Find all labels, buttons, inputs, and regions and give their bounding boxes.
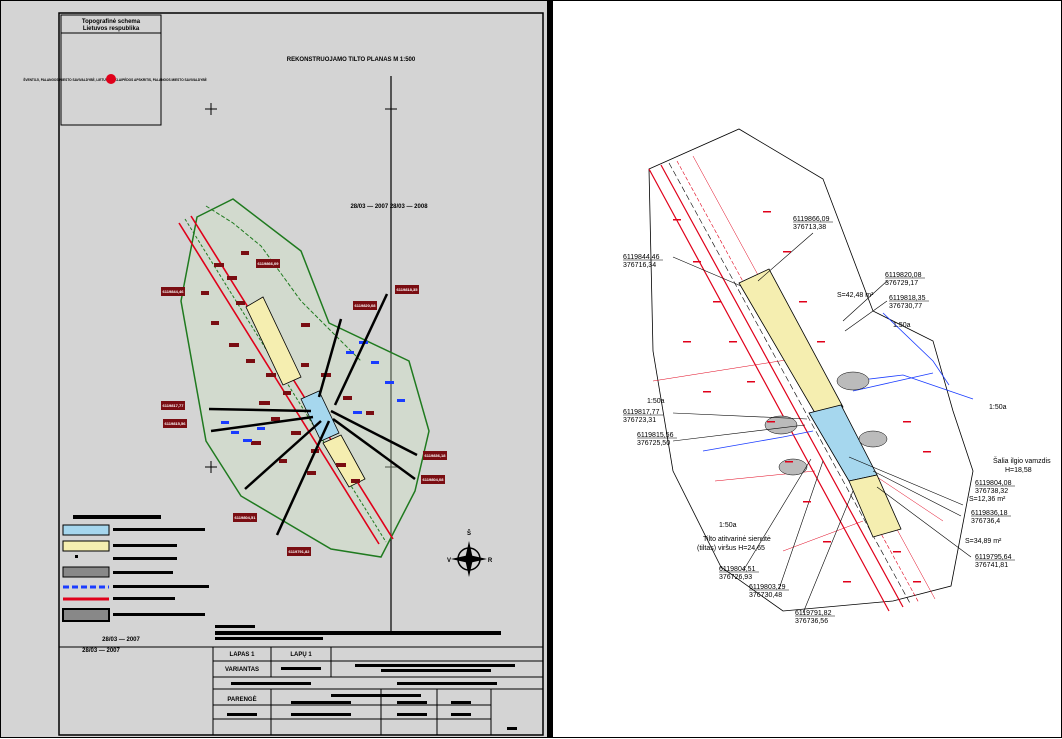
- small-area-label: S=12,36 m²: [969, 496, 1006, 503]
- coordinate-p9: 6119795,64 376741,81: [975, 554, 1015, 569]
- svg-text:6119815,56: 6119815,56: [637, 432, 674, 439]
- coordinate-p12: 6119791,82 376736,56: [795, 610, 835, 625]
- plan-label-6: 6119815,56: [165, 421, 187, 426]
- plan-label-1: 6119866,09: [258, 261, 280, 266]
- svg-text:6119844,46: 6119844,46: [623, 254, 660, 261]
- plan-label-3: 6119820,08: [355, 303, 377, 308]
- coordinate-p10: 6119804,51 376726,93: [719, 566, 759, 581]
- svg-text:6119836,18: 6119836,18: [971, 510, 1008, 517]
- compass-west: V: [447, 558, 451, 564]
- sheet-frame: [58, 12, 544, 736]
- svg-text:6119818,35: 6119818,35: [889, 295, 926, 302]
- north-arrow-icon: [451, 541, 487, 577]
- sheet-notes: [215, 625, 501, 640]
- bridge-deck-south: [848, 474, 902, 538]
- stage-label: VARIANTAS: [225, 667, 259, 673]
- compass-east: R: [488, 558, 493, 564]
- svg-text:376725,50: 376725,50: [637, 440, 670, 447]
- bridge-yellow-area: [245, 296, 302, 386]
- svg-text:6119791,82: 6119791,82: [795, 610, 832, 617]
- plan-label-10: 6119791,82: [289, 549, 311, 554]
- inset-title-1: Topografinė schema: [82, 19, 141, 25]
- channel-value: H=18,58: [1005, 467, 1032, 474]
- location-inset: Topografinė schema Lietuvos respublika Š…: [23, 14, 207, 126]
- svg-text:6119866,09: 6119866,09: [793, 216, 830, 223]
- date-line-1: 28/03 — 2007: [102, 637, 140, 643]
- left-sheet-svg: Topografinė schema Lietuvos respublika Š…: [23, 12, 544, 736]
- axis-label: 28/03 — 2007 28/03 — 2008: [350, 204, 428, 210]
- svg-text:6119795,64: 6119795,64: [975, 554, 1012, 561]
- svg-text:376716,34: 376716,34: [623, 262, 656, 269]
- designed-label: PARENGĖ: [227, 696, 256, 703]
- sheet-label: LAPAS 1: [230, 652, 256, 658]
- channel-title: Šalia ilgio vamzdis: [993, 456, 1051, 465]
- inset-title-2: Lietuvos respublika: [83, 26, 140, 32]
- svg-text:376738,32: 376738,32: [975, 488, 1008, 495]
- dimension-lines: [652, 356, 944, 552]
- title-block: [59, 646, 543, 735]
- svg-text:6119817,77: 6119817,77: [623, 409, 660, 416]
- plan-label-7: 6119836,18: [425, 453, 447, 458]
- svg-text:6119804,51: 6119804,51: [719, 566, 756, 573]
- dimension-label-1: 1:50a: [893, 322, 911, 329]
- road-edges: [648, 155, 936, 612]
- dimension-label-2: 1:50a: [647, 398, 665, 405]
- pipe-note-2: (tiltas) viršus H=24,65: [697, 545, 765, 552]
- right-sheet-svg: 6119866,09 376713,38 6119844,46 376716,3…: [623, 128, 1051, 625]
- svg-text:376736,56: 376736,56: [795, 618, 828, 625]
- sheets-label: LAPŲ 1: [290, 652, 312, 658]
- plan-label-5: 6119817,77: [163, 403, 185, 408]
- area-label: S=34,89 m²: [965, 538, 1002, 545]
- dimension-label-3: 1:50a: [989, 404, 1007, 411]
- survey-boundary: [648, 128, 974, 612]
- compass-north: Š: [467, 529, 471, 537]
- coordinate-p11: 6119803,29 376730,48: [749, 584, 789, 599]
- coordinate-p8: 6119836,18 376736,4: [971, 510, 1011, 525]
- right-drawing-sheet: 6119866,09 376713,38 6119844,46 376716,3…: [552, 0, 1062, 738]
- plan-label-4: 6119818,35: [397, 287, 419, 292]
- embankment-slopes: [764, 371, 888, 476]
- panel-divider: [548, 0, 552, 738]
- svg-text:6119803,29: 6119803,29: [749, 584, 786, 591]
- legend: [62, 515, 209, 622]
- svg-text:376726,93: 376726,93: [719, 574, 752, 581]
- svg-text:376723,31: 376723,31: [623, 417, 656, 424]
- plan-title: REKONSTRUOJAMO TILTO PLANAS M 1:500: [287, 57, 416, 63]
- svg-text:376730,48: 376730,48: [749, 592, 782, 599]
- coordinate-p1: 6119866,09 376713,38: [793, 216, 833, 231]
- span-area-label: S=42,48 m²: [837, 292, 874, 299]
- plan-label-9: 6119804,51: [235, 515, 257, 520]
- pipe-note-1: Tilto atitvarinė sienutė: [703, 536, 771, 543]
- utility-lines: [702, 312, 974, 452]
- elevation-points: [673, 211, 931, 583]
- coordinate-p4: 6119818,35 376730,77: [889, 295, 929, 310]
- leader-lines: [672, 232, 972, 614]
- leader-lines: [208, 293, 418, 536]
- svg-text:376713,38: 376713,38: [793, 224, 826, 231]
- location-marker-icon: [106, 74, 116, 84]
- svg-text:376736,4: 376736,4: [971, 518, 1000, 525]
- dimension-label-4: 1:50a: [719, 522, 737, 529]
- left-drawing-sheet: Topografinė schema Lietuvos respublika Š…: [0, 0, 548, 738]
- survey-markers: [201, 251, 374, 483]
- site-boundary: [180, 198, 430, 558]
- coordinate-p3: 6119820,08 376729,17: [885, 272, 925, 287]
- svg-text:376741,81: 376741,81: [975, 562, 1008, 569]
- date-line-2: 28/03 — 2007: [82, 648, 120, 654]
- coordinate-p2: 6119844,46 376716,34: [623, 254, 663, 269]
- coordinate-p7: 6119804,08 376738,32: [975, 480, 1015, 495]
- svg-text:6119820,08: 6119820,08: [885, 272, 922, 279]
- coordinate-p5: 6119817,77 376723,31: [623, 409, 663, 424]
- plan-label-plates: [161, 259, 447, 556]
- coordinate-p6: 6119815,56 376725,50: [637, 432, 677, 447]
- svg-text:376730,77: 376730,77: [889, 303, 922, 310]
- plan-label-8: 6119804,08: [423, 477, 445, 482]
- svg-text:376729,17: 376729,17: [885, 280, 918, 287]
- bridge-deck-north: [738, 268, 844, 414]
- svg-text:6119804,08: 6119804,08: [975, 480, 1012, 487]
- plan-label-2: 6119844,46: [163, 289, 185, 294]
